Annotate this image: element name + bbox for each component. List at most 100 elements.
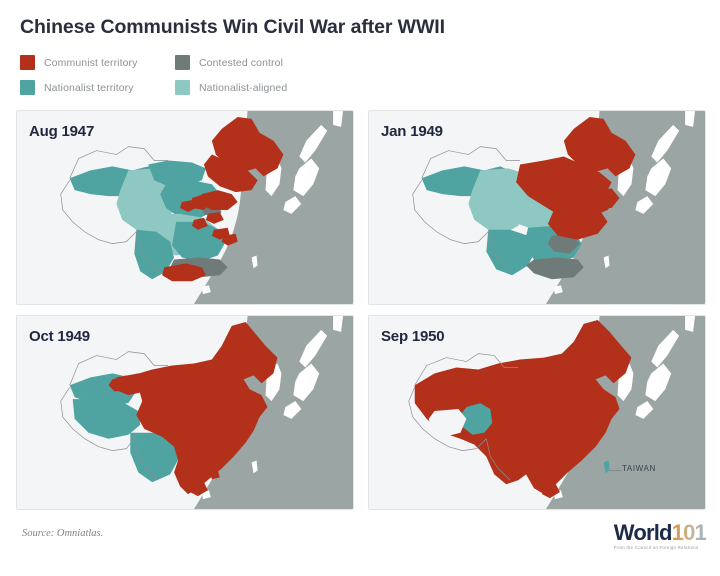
legend-item-nationalist: Nationalist territory xyxy=(20,80,175,95)
border-northwest xyxy=(414,353,519,386)
territory-communist-enclave-a xyxy=(191,194,212,210)
sea-east xyxy=(545,111,705,304)
panel-label-sep-1950: Sep 1950 xyxy=(381,328,445,345)
logo-word-world: World xyxy=(613,520,673,545)
territory-communist-enclave-c xyxy=(205,211,224,224)
border-northwest xyxy=(69,146,169,179)
map-territory-layer xyxy=(414,319,632,499)
map-territory-layer xyxy=(69,321,278,497)
territory-communist-shandong-bulge xyxy=(587,188,620,208)
territory-communist-hainan xyxy=(541,484,560,499)
land-taiwan xyxy=(251,460,258,474)
page-title: Chinese Communists Win Civil War after W… xyxy=(20,16,445,38)
map-territory-layer xyxy=(69,116,284,282)
land-japan xyxy=(283,124,328,214)
source-note: Source: Omniatlas. xyxy=(22,528,104,539)
land-taiwan xyxy=(603,255,610,269)
territory-communist-manchuria xyxy=(563,116,636,177)
taiwan-leader-line xyxy=(609,470,621,471)
border-southwest xyxy=(60,387,135,451)
land-sakhalin xyxy=(333,316,344,332)
panel-label-oct-1949: Oct 1949 xyxy=(29,328,90,345)
legend-label-contested: Contested control xyxy=(199,56,283,69)
border-south xyxy=(485,438,511,481)
map-panel-jan-1949[interactable]: Jan 1949 xyxy=(368,110,706,305)
territory-nationalist-north xyxy=(148,160,206,187)
territory-communist-mainland xyxy=(414,319,632,495)
map-graphic-jan-1949 xyxy=(369,111,705,304)
legend-item-nationalist-aligned: Nationalist-aligned xyxy=(175,80,335,95)
territory-communist-inner-mongolia xyxy=(108,375,135,392)
land-japan xyxy=(635,329,680,419)
territory-communist-manchuria xyxy=(211,116,284,177)
sea-east xyxy=(545,316,705,509)
world101-logo[interactable]: World101 From the Council on Foreign Rel… xyxy=(613,520,707,550)
territory-nationalist-southeast xyxy=(172,221,226,262)
map-border-layer xyxy=(60,146,169,274)
territory-communist-yangtze xyxy=(547,206,608,240)
land-hainan xyxy=(201,285,211,295)
map-territory-layer xyxy=(421,116,636,280)
map-panel-oct-1949[interactable]: Oct 1949 xyxy=(16,315,354,510)
land-japan xyxy=(635,124,680,214)
territory-communist-manchuria-lower xyxy=(203,154,258,193)
land-hainan xyxy=(553,285,563,295)
territory-communist-guangxi xyxy=(162,263,206,282)
territory-nationalist-tibet xyxy=(460,403,493,435)
legend-label-nationalist-aligned: Nationalist-aligned xyxy=(199,81,288,94)
legend-item-contested: Contested control xyxy=(175,55,335,70)
border-south xyxy=(135,231,163,274)
panel-label-jan-1949: Jan 1949 xyxy=(381,123,443,140)
map-panel-aug-1947[interactable]: Aug 1947 xyxy=(16,110,354,305)
panel-label-aug-1947: Aug 1947 xyxy=(29,123,95,140)
taiwan-annotation-label: TAIWAN xyxy=(622,464,656,473)
land-sakhalin xyxy=(685,316,696,332)
legend-swatch-contested xyxy=(175,55,190,70)
territory-neutral-tibet-gap xyxy=(428,409,467,437)
territory-contested-inner xyxy=(547,233,580,254)
map-panel-grid: Aug 1947 xyxy=(16,110,706,520)
map-border-layer xyxy=(412,146,521,274)
border-southwest xyxy=(60,180,137,244)
territory-nationalist-taiwan xyxy=(603,460,610,474)
border-south xyxy=(133,438,159,481)
territory-communist-main xyxy=(132,321,278,495)
land-sakhalin xyxy=(333,111,344,127)
legend-swatch-communist xyxy=(20,55,35,70)
map-graphic-oct-1949 xyxy=(17,316,353,509)
logo-subtitle: From the Council on Foreign Relations xyxy=(613,545,699,550)
map-panel-sep-1950[interactable]: Sep 1950 xyxy=(368,315,706,510)
legend-item-communist: Communist territory xyxy=(20,55,175,70)
legend-swatch-nationalist-aligned xyxy=(175,80,190,95)
map-border-layer xyxy=(408,353,519,481)
legend-label-nationalist: Nationalist territory xyxy=(44,81,134,94)
map-border-layer xyxy=(60,351,169,481)
sea-east xyxy=(193,316,353,509)
land-taiwan xyxy=(251,255,258,269)
border-southwest xyxy=(408,387,487,451)
border-south xyxy=(487,231,513,274)
legend-label-communist: Communist territory xyxy=(44,56,138,69)
map-graphic-aug-1947 xyxy=(17,111,353,304)
logo-wordmark: World101 xyxy=(613,520,707,545)
border-northwest xyxy=(69,351,169,386)
territory-nationalist-tibet xyxy=(72,399,141,439)
border-southwest xyxy=(412,180,489,244)
territory-nationalist-aligned-tibet xyxy=(468,190,525,234)
territory-communist-shandong xyxy=(199,190,238,210)
legend-swatch-nationalist xyxy=(20,80,35,95)
territory-communist-enclave-b xyxy=(180,200,196,212)
legend: Communist territory Contested control Na… xyxy=(20,50,335,100)
territory-nationalist-southwest xyxy=(130,432,181,483)
land-sakhalin xyxy=(685,111,696,127)
territory-contested-southcoast xyxy=(526,257,584,280)
territory-nationalist-south xyxy=(134,229,175,280)
territory-communist-hainan-hook xyxy=(189,482,208,497)
map-panel-row-bottom: Oct 1949 xyxy=(16,315,706,510)
sea-east xyxy=(193,111,353,304)
territory-communist-small-isle xyxy=(209,470,220,480)
land-hainan xyxy=(201,490,211,500)
territory-communist-north-plain xyxy=(516,156,616,220)
map-graphic-sep-1950 xyxy=(369,316,705,509)
